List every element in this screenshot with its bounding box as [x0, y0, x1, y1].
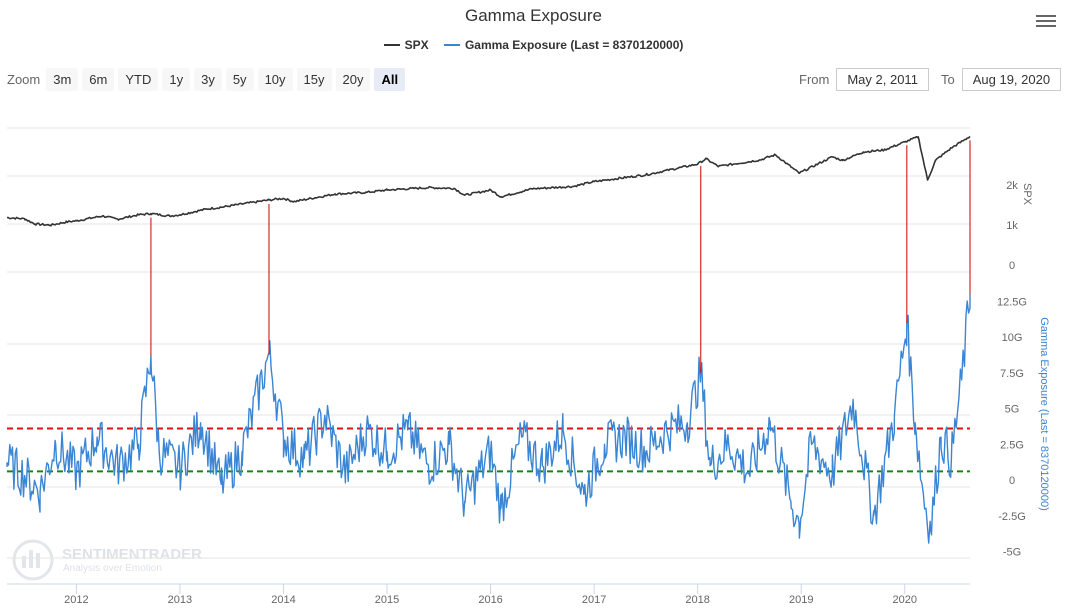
- axes: 0 1k 2k SPX -5G -2.5G 0 2.5G 5G 7.5G 10G 12.5G Gamma…: [7, 180, 1050, 606]
- legend-swatch-gamma: [443, 44, 460, 46]
- range-to-label: To: [941, 72, 955, 87]
- zoom-button-20y[interactable]: 20y: [335, 68, 371, 91]
- zoom-label: Zoom: [7, 72, 41, 87]
- spx-tick-label: 0: [1009, 260, 1015, 272]
- spx-tick-label: 1k: [1006, 220, 1018, 232]
- gamma-tick-label: 5G: [1005, 404, 1020, 416]
- range-from: From May 2, 2011: [799, 68, 929, 91]
- series-line-gamma-exposure: [6, 294, 971, 544]
- zoom-button-all[interactable]: All: [374, 68, 406, 91]
- chart-title: Gamma Exposure: [465, 6, 602, 25]
- zoom-button-3y[interactable]: 3y: [194, 68, 222, 91]
- legend-label-spx: SPX: [404, 38, 429, 52]
- gamma-tick-label: 12.5G: [997, 296, 1027, 308]
- signal-lines: [150, 140, 971, 373]
- zoom-button-6m[interactable]: 6m: [82, 68, 115, 91]
- zoom-button-3m[interactable]: 3m: [46, 68, 79, 91]
- gamma-tick-label: 10G: [1002, 332, 1023, 344]
- x-tick-label: 2019: [789, 594, 813, 606]
- legend-item-gamma[interactable]: Gamma Exposure (Last = 8370120000): [443, 38, 684, 52]
- gamma-tick-label: 7.5G: [1000, 368, 1024, 380]
- x-tick-label: 2017: [582, 594, 606, 606]
- watermark-tagline: Analysis over Emotion: [63, 563, 162, 574]
- spx-tick-label: 2k: [1006, 180, 1018, 192]
- zoom-bar: Zoom 3m 6m YTD 1y 3y 5y 10y 15y 20y All: [7, 68, 409, 91]
- legend: SPX Gamma Exposure (Last = 8370120000): [0, 35, 1067, 52]
- zoom-button-ytd[interactable]: YTD: [118, 68, 159, 91]
- watermark-bar-2: [29, 550, 33, 568]
- x-tick-label: 2015: [375, 594, 399, 606]
- legend-item-spx[interactable]: SPX: [383, 38, 429, 52]
- zoom-button-15y[interactable]: 15y: [296, 68, 332, 91]
- watermark-logo: SENTIMENTRADER Analysis over Emotion: [12, 539, 202, 581]
- x-tick-label: 2012: [64, 594, 88, 606]
- watermark-bar-3: [36, 553, 40, 568]
- range-from-label: From: [799, 72, 830, 87]
- x-tick-label: 2016: [478, 594, 502, 606]
- x-tick-label: 2014: [271, 594, 295, 606]
- context-menu-icon[interactable]: [1036, 12, 1056, 28]
- spx-axis-title: SPX: [1021, 183, 1033, 206]
- zoom-button-10y[interactable]: 10y: [257, 68, 293, 91]
- x-tick-label: 2020: [893, 594, 917, 606]
- legend-label-gamma: Gamma Exposure (Last = 8370120000): [464, 38, 684, 52]
- range-from-input[interactable]: May 2, 2011: [836, 68, 929, 91]
- range-to: To Aug 19, 2020: [941, 68, 1062, 91]
- gamma-axis-title: Gamma Exposure (Last = 8370120000): [1038, 317, 1050, 511]
- watermark-name: SENTIMENTRADER: [62, 546, 202, 563]
- watermark-ring: [12, 539, 54, 581]
- gamma-tick-label: -5G: [1003, 547, 1021, 559]
- threshold-lines: [7, 427, 970, 473]
- gamma-tick-label: -2.5G: [998, 511, 1026, 523]
- gamma-tick-label: 0: [1009, 475, 1015, 487]
- zoom-button-5y[interactable]: 5y: [225, 68, 254, 91]
- x-tick-label: 2013: [168, 594, 192, 606]
- range-to-input[interactable]: Aug 19, 2020: [961, 68, 1062, 91]
- series-layer: [6, 135, 971, 544]
- grid: [7, 127, 970, 559]
- x-tick-label: 2018: [685, 594, 709, 606]
- gamma-tick-label: 2.5G: [1000, 439, 1024, 451]
- watermark-bar-1: [22, 556, 26, 568]
- zoom-button-1y[interactable]: 1y: [162, 68, 191, 91]
- legend-swatch-spx: [383, 44, 400, 46]
- series-line-spx: [7, 135, 971, 227]
